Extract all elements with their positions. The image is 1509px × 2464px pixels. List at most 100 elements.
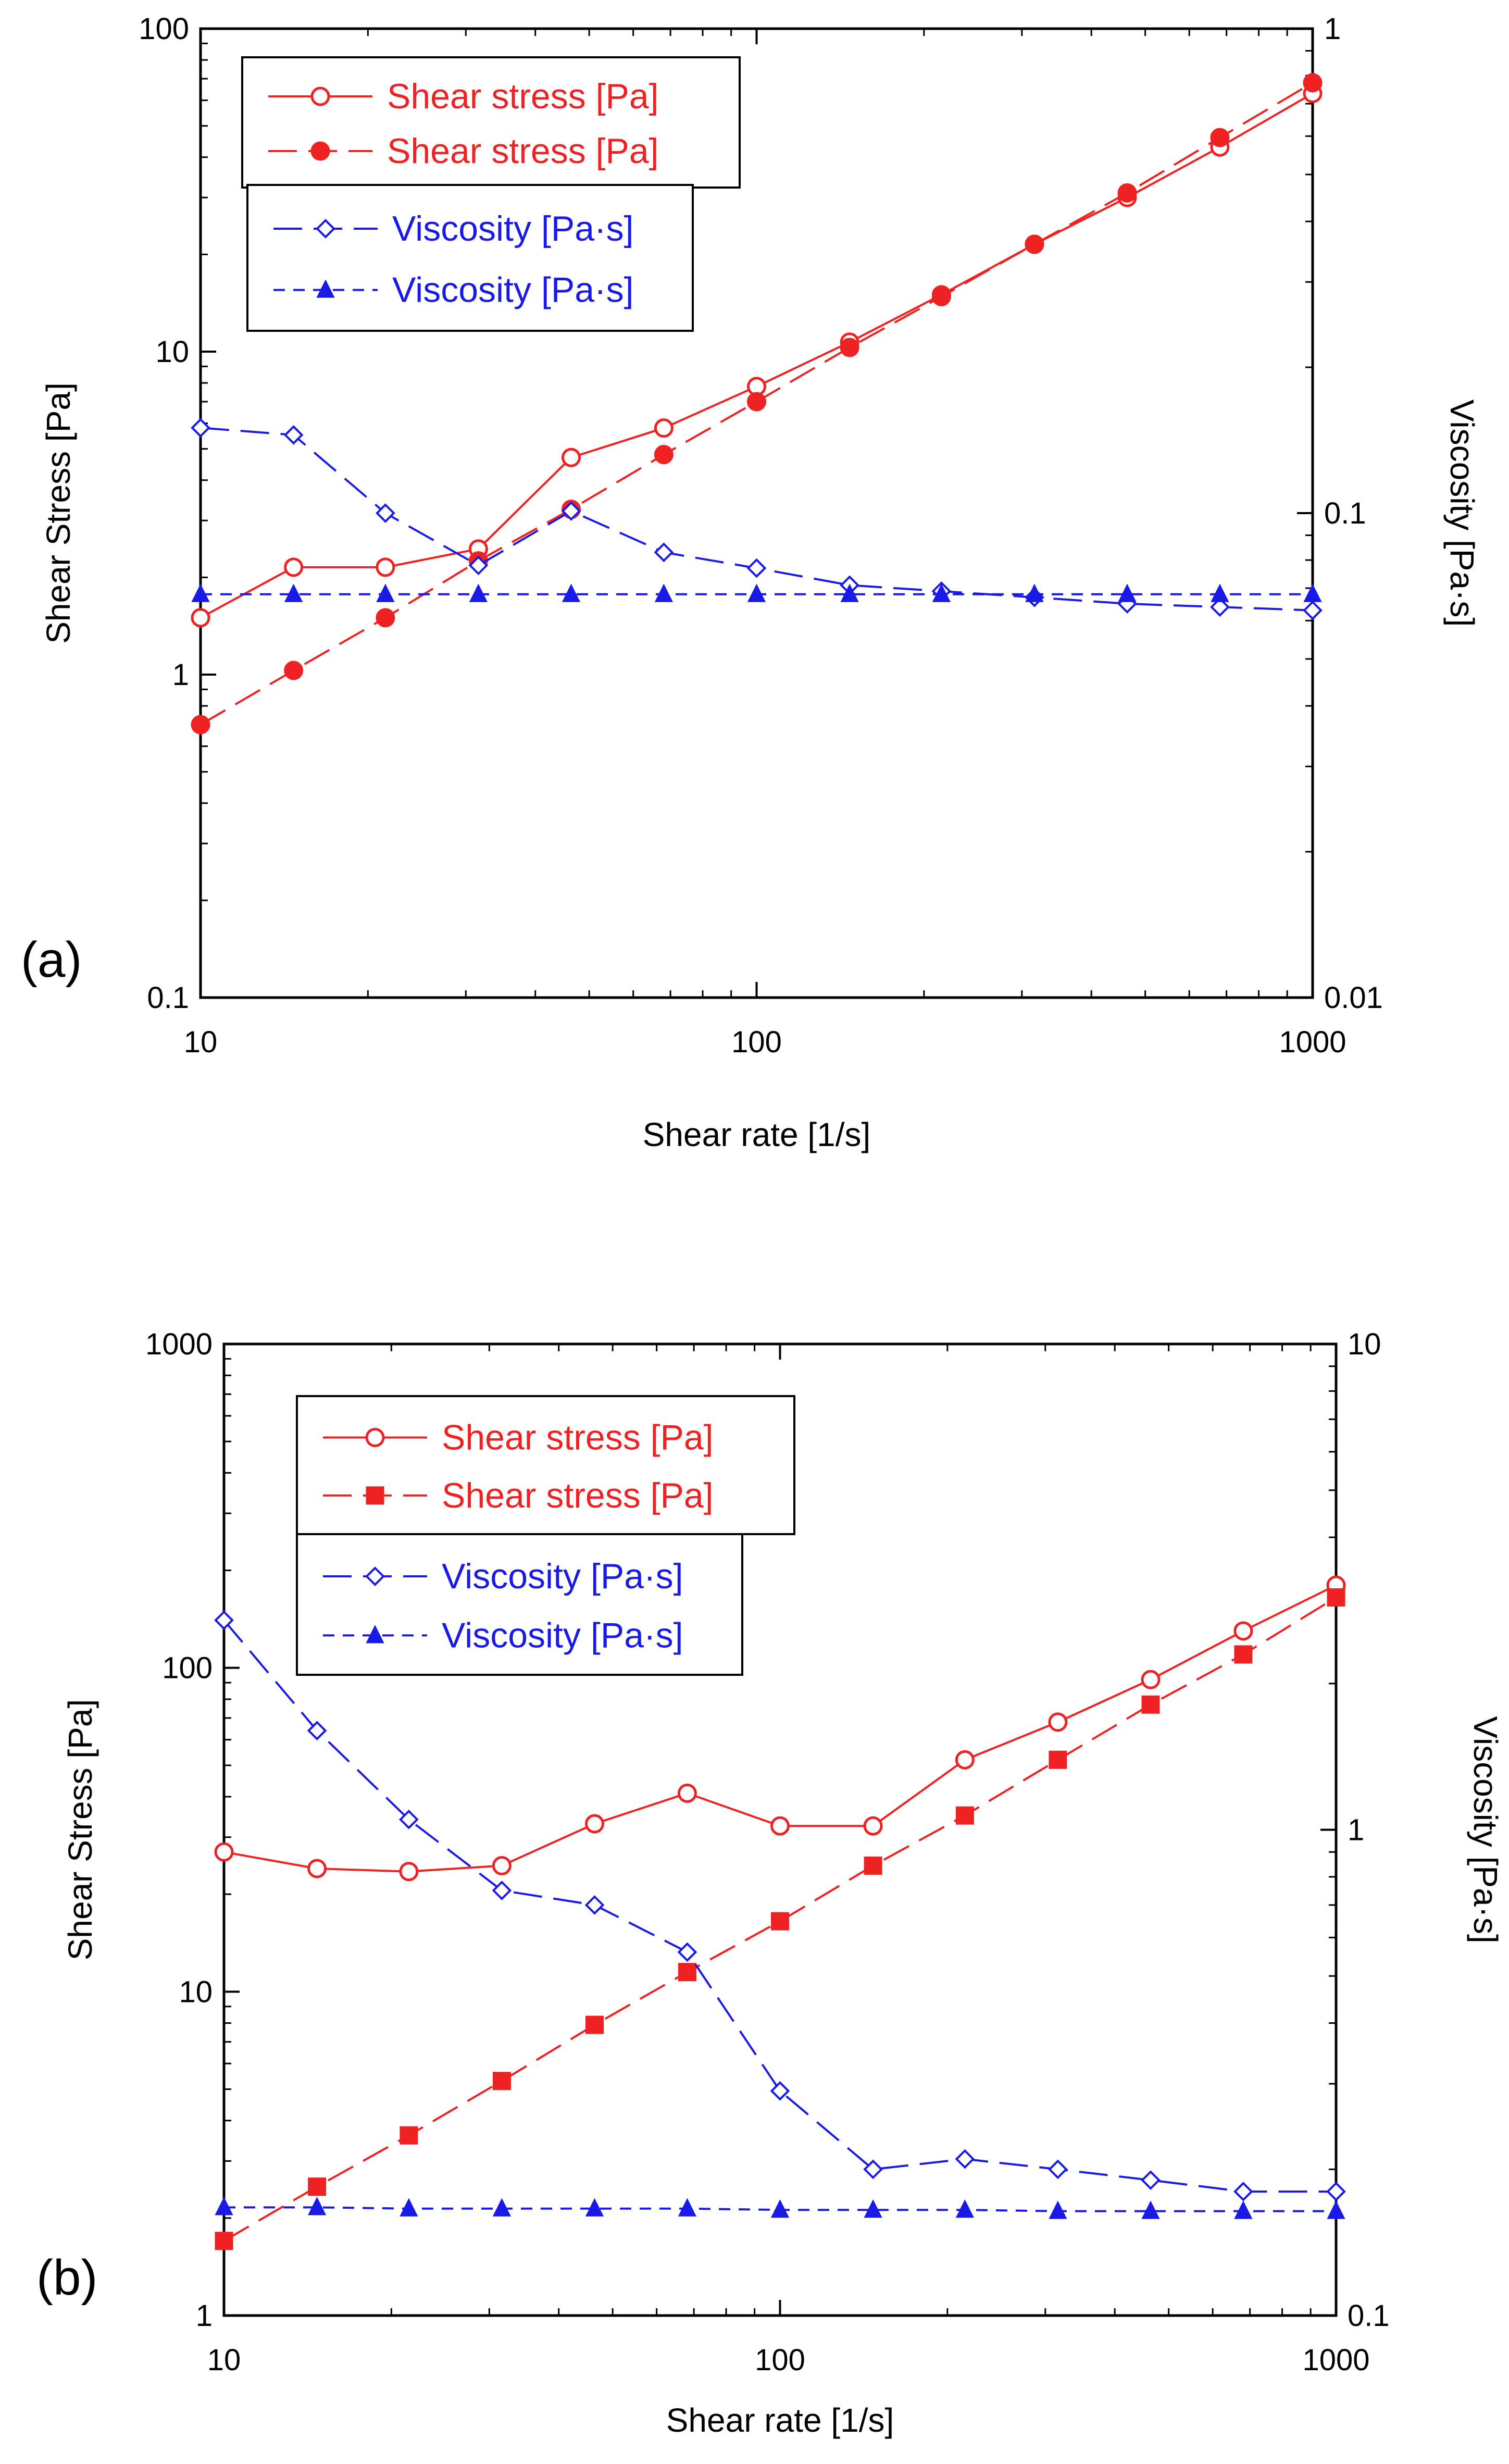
- data-point: [284, 583, 303, 602]
- legend-label: Viscosity [Pa·s]: [442, 1615, 683, 1655]
- data-point: [1048, 1712, 1068, 1732]
- data-point: [585, 1814, 605, 1834]
- legend-marker: [316, 219, 335, 239]
- data-point: [400, 2126, 418, 2145]
- data-point: [468, 555, 489, 576]
- data-point: [955, 2149, 975, 2169]
- y2-tick-label: 0.1: [1348, 2299, 1390, 2333]
- data-point: [932, 583, 951, 602]
- data-point: [1327, 1588, 1345, 1607]
- data-point: [863, 1816, 883, 1836]
- legend-marker: [365, 1428, 385, 1447]
- data-point: [469, 583, 488, 602]
- legend-label: Viscosity [Pa·s]: [442, 1557, 683, 1596]
- data-point: [1141, 1695, 1160, 1714]
- data-point: [1210, 128, 1230, 147]
- data-point: [307, 1859, 327, 1878]
- series-1-filled-square: [215, 1588, 1345, 2250]
- data-point: [284, 557, 304, 577]
- data-point: [492, 1856, 512, 1875]
- data-point: [1118, 583, 1137, 602]
- data-point: [585, 2198, 604, 2217]
- data-point: [1211, 583, 1229, 602]
- legend-marker: [366, 1625, 384, 1644]
- data-point: [191, 715, 210, 735]
- x-axis-title: Shear rate [1/s]: [666, 2401, 894, 2439]
- data-point: [747, 583, 766, 602]
- data-point: [1141, 2200, 1160, 2219]
- data-point: [1326, 2182, 1346, 2201]
- data-point: [492, 1881, 512, 1900]
- legend-label: Viscosity [Pa·s]: [392, 209, 634, 248]
- y2-tick-label: 1: [1324, 12, 1341, 46]
- series-2-open-diamond: [214, 1610, 1346, 2201]
- y-tick-label: 10: [179, 1975, 213, 2009]
- legend-viscosity: Viscosity [Pa·s] Viscosity [Pa·s]: [296, 1533, 743, 1676]
- data-point: [1117, 183, 1137, 203]
- legend-box: [296, 1533, 743, 1676]
- data-point: [283, 425, 304, 445]
- y-tick-label: 10: [155, 335, 189, 369]
- data-point: [561, 501, 581, 521]
- data-point: [955, 1806, 974, 1825]
- data-point: [214, 1610, 234, 1631]
- data-point: [399, 1862, 419, 1882]
- data-point: [770, 1816, 790, 1836]
- legend-box: [296, 1395, 795, 1535]
- data-point: [1049, 2200, 1067, 2219]
- data-point: [1233, 2182, 1253, 2201]
- data-point: [191, 418, 210, 438]
- panel-caption: (b): [36, 2250, 97, 2306]
- series-3-filled-triangle: [215, 2197, 1345, 2219]
- legend-stress: Shear stress [Pa] Shear stress [Pa]: [296, 1395, 795, 1535]
- legend-box: [241, 56, 741, 189]
- data-point: [1303, 73, 1323, 93]
- data-point: [215, 2232, 233, 2250]
- data-point: [1327, 2200, 1345, 2219]
- legend-viscosity: Viscosity [Pa·s] Viscosity [Pa·s]: [246, 184, 694, 332]
- y-tick-label: 100: [162, 1651, 213, 1685]
- data-point: [747, 392, 766, 412]
- data-point: [746, 558, 767, 578]
- legend-label: Shear stress [Pa]: [442, 1418, 714, 1458]
- y-tick-label: 1: [196, 2299, 213, 2333]
- data-point: [1303, 583, 1322, 602]
- legend-label: Viscosity [Pa·s]: [392, 270, 634, 310]
- data-point: [376, 583, 395, 602]
- data-point: [955, 2199, 974, 2218]
- data-point: [492, 2072, 511, 2090]
- data-point: [1025, 234, 1044, 254]
- data-point: [1210, 597, 1230, 617]
- x-tick-label: 10: [207, 2343, 241, 2377]
- panel-b: 10 100 1000 1 10 100 1000 0.1 1 10 Shear rate [1/s…: [36, 1327, 1504, 2439]
- data-point: [1233, 1621, 1253, 1641]
- data-point: [307, 1721, 327, 1740]
- data-point: [376, 557, 395, 577]
- data-point: [677, 1942, 697, 1962]
- data-point: [1025, 583, 1044, 602]
- data-point: [771, 1912, 789, 1931]
- data-point: [863, 2159, 883, 2180]
- data-point: [1303, 600, 1323, 620]
- data-point: [1048, 2159, 1068, 2180]
- data-point: [770, 2081, 790, 2101]
- data-point: [678, 1963, 696, 1982]
- data-point: [1141, 1670, 1161, 1689]
- data-point: [376, 608, 395, 628]
- data-point: [399, 1809, 419, 1830]
- data-point: [376, 503, 395, 523]
- x-tick-label: 1000: [1302, 2343, 1369, 2377]
- legend-label: Shear stress [Pa]: [387, 131, 659, 171]
- data-point: [955, 1750, 975, 1770]
- series-0-open-circle: [214, 1575, 1346, 1882]
- legend-marker: [366, 1486, 384, 1505]
- data-point: [562, 583, 581, 602]
- data-point: [677, 1783, 697, 1803]
- y-tick-label: 1000: [145, 1327, 213, 1361]
- data-point: [654, 583, 674, 602]
- data-point: [654, 418, 674, 438]
- panel-a: 10 100 1000 0.1 1 10 100 0.01 0.1 1 Shear rate [1/…: [21, 12, 1481, 1153]
- legend-box: [246, 184, 694, 332]
